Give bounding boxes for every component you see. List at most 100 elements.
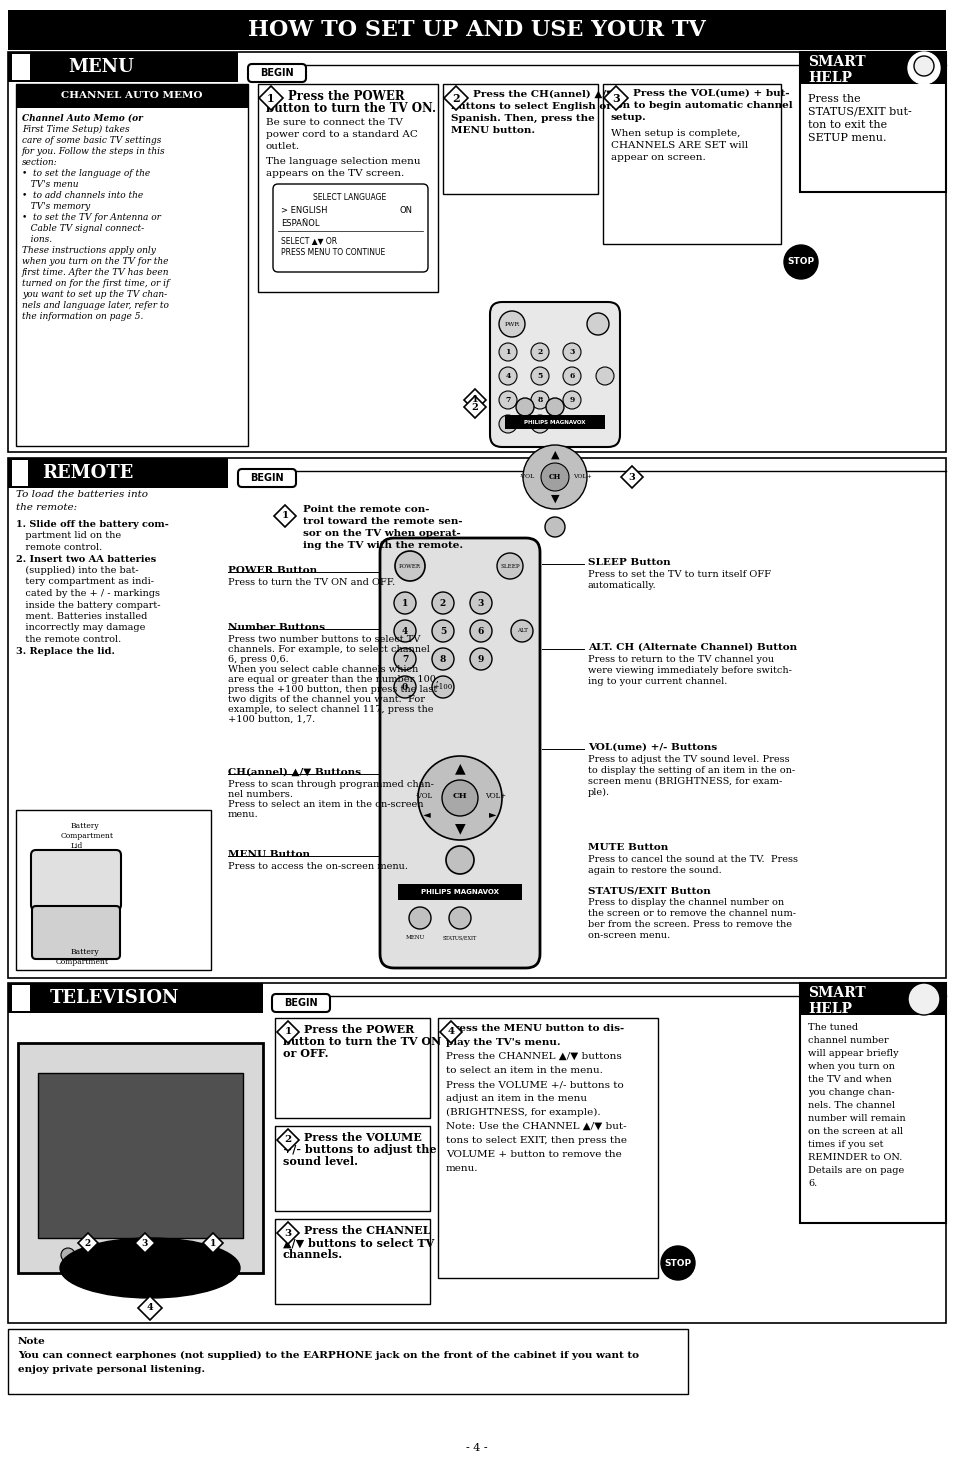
Text: care of some basic TV settings: care of some basic TV settings <box>22 136 161 145</box>
Text: channels. For example, to select channel: channels. For example, to select channel <box>228 645 430 654</box>
Bar <box>8 53 237 82</box>
Text: BEGIN: BEGIN <box>260 69 294 77</box>
Polygon shape <box>276 1020 298 1042</box>
Polygon shape <box>463 396 485 418</box>
Text: 1: 1 <box>401 598 408 608</box>
Text: VOL+: VOL+ <box>485 792 506 800</box>
Text: Details are on page: Details are on page <box>807 1167 903 1175</box>
Text: 1: 1 <box>281 512 289 520</box>
Text: menu.: menu. <box>228 810 258 819</box>
FancyBboxPatch shape <box>273 184 428 272</box>
Bar <box>18 1042 263 1273</box>
Text: 5: 5 <box>537 371 542 380</box>
Text: incorrectly may damage: incorrectly may damage <box>16 623 145 633</box>
Text: VOL(ume) +/- Buttons: VOL(ume) +/- Buttons <box>587 743 717 751</box>
Text: are equal or greater than the number 100,: are equal or greater than the number 100… <box>228 675 438 684</box>
Text: 8: 8 <box>439 655 446 664</box>
Text: trol toward the remote sen-: trol toward the remote sen- <box>303 518 462 526</box>
Polygon shape <box>276 1222 298 1244</box>
Text: 3. Replace the lid.: 3. Replace the lid. <box>16 646 114 655</box>
Text: 2: 2 <box>439 598 446 608</box>
Text: 3: 3 <box>477 598 484 608</box>
Text: •  to set the language of the: • to set the language of the <box>22 170 150 178</box>
Text: Press to adjust the TV sound level. Press: Press to adjust the TV sound level. Pres… <box>587 754 789 765</box>
Text: TV's menu: TV's menu <box>22 180 78 189</box>
Text: ing to your current channel.: ing to your current channel. <box>587 677 726 686</box>
Text: STATUS/EXIT: STATUS/EXIT <box>442 936 476 940</box>
Text: tons to select EXIT, then press the: tons to select EXIT, then press the <box>446 1136 626 1145</box>
Circle shape <box>432 648 454 670</box>
Text: MENU: MENU <box>68 58 133 76</box>
Text: 3: 3 <box>628 472 635 481</box>
Bar <box>16 83 248 108</box>
Bar <box>397 885 521 901</box>
Text: These instructions apply only: These instructions apply only <box>22 246 155 254</box>
Text: ▲/▼ buttons to select TV: ▲/▼ buttons to select TV <box>283 1237 434 1249</box>
Bar <box>12 54 30 80</box>
Text: nel numbers.: nel numbers. <box>228 789 293 800</box>
Text: you want to set up the TV chan-: you want to set up the TV chan- <box>22 289 167 300</box>
Text: channels.: channels. <box>283 1249 343 1260</box>
Text: TV's memory: TV's memory <box>22 202 91 211</box>
Text: tery compartment as indi-: tery compartment as indi- <box>16 577 153 586</box>
Text: Press to scan through programmed chan-: Press to scan through programmed chan- <box>228 781 434 789</box>
Text: PWR: PWR <box>504 322 519 326</box>
Text: REMINDER to ON.: REMINDER to ON. <box>807 1154 902 1162</box>
Bar <box>257 83 437 292</box>
Polygon shape <box>620 466 642 488</box>
Text: 0: 0 <box>505 420 510 428</box>
Bar <box>274 1126 430 1211</box>
Text: section:: section: <box>22 158 57 167</box>
Text: CH(annel) ▲/▼ Buttons: CH(annel) ▲/▼ Buttons <box>228 768 360 776</box>
Text: Battery: Battery <box>71 947 99 956</box>
Text: Cable TV signal connect-: Cable TV signal connect- <box>22 224 144 232</box>
Text: First Time Setup) takes: First Time Setup) takes <box>22 124 130 135</box>
Text: the remote:: the remote: <box>16 503 77 512</box>
Text: 4: 4 <box>147 1304 153 1313</box>
Text: Press to select an item in the on-screen: Press to select an item in the on-screen <box>228 800 423 808</box>
Bar <box>12 461 28 485</box>
Text: to display the setting of an item in the on-: to display the setting of an item in the… <box>587 766 794 775</box>
Circle shape <box>470 648 492 670</box>
Polygon shape <box>603 86 627 110</box>
Circle shape <box>470 592 492 614</box>
Text: MENU button.: MENU button. <box>451 126 535 135</box>
Text: 2: 2 <box>537 348 542 357</box>
Circle shape <box>432 620 454 642</box>
Text: MENU Button: MENU Button <box>228 849 310 860</box>
FancyBboxPatch shape <box>272 994 330 1012</box>
Text: Press to display the channel number on: Press to display the channel number on <box>587 898 783 906</box>
Text: Press the MENU button to dis-: Press the MENU button to dis- <box>446 1023 623 1034</box>
Text: 2: 2 <box>471 402 477 411</box>
Text: adjust an item in the menu: adjust an item in the menu <box>446 1094 586 1102</box>
Text: •  to add channels into the: • to add channels into the <box>22 192 143 200</box>
Text: ESPAÑOL: ESPAÑOL <box>281 219 319 228</box>
Text: ions.: ions. <box>22 235 52 244</box>
Circle shape <box>531 415 548 433</box>
Text: Press to set the TV to turn itself OFF: Press to set the TV to turn itself OFF <box>587 570 770 579</box>
Circle shape <box>91 1249 105 1262</box>
Text: Channel Auto Memo (or: Channel Auto Memo (or <box>22 114 143 123</box>
Text: 3: 3 <box>284 1228 292 1237</box>
Polygon shape <box>138 1295 162 1320</box>
Text: You can connect earphones (not supplied) to the EARPHONE jack on the front of th: You can connect earphones (not supplied)… <box>18 1351 639 1360</box>
Polygon shape <box>276 1129 298 1151</box>
Text: Press two number buttons to select TV: Press two number buttons to select TV <box>228 635 420 643</box>
Polygon shape <box>274 504 295 526</box>
Text: Number Buttons: Number Buttons <box>228 623 325 632</box>
Text: 1. Slide off the battery com-: 1. Slide off the battery com- <box>16 520 169 529</box>
Text: 7: 7 <box>505 396 510 404</box>
Text: CHANNEL AUTO MEMO: CHANNEL AUTO MEMO <box>61 92 203 101</box>
Circle shape <box>470 620 492 642</box>
Text: cated by the + / - markings: cated by the + / - markings <box>16 589 160 598</box>
Polygon shape <box>463 389 485 411</box>
Text: ▼: ▼ <box>550 494 558 504</box>
Text: 6, press 0,6.: 6, press 0,6. <box>228 655 289 664</box>
Bar <box>12 985 30 1012</box>
Text: -VOL: -VOL <box>518 475 534 480</box>
Text: will appear briefly: will appear briefly <box>807 1050 898 1058</box>
Text: ton to begin automatic channel: ton to begin automatic channel <box>610 101 792 110</box>
Circle shape <box>660 1246 695 1281</box>
Text: PHILIPS MAGNAVOX: PHILIPS MAGNAVOX <box>420 889 498 895</box>
Circle shape <box>540 463 568 491</box>
